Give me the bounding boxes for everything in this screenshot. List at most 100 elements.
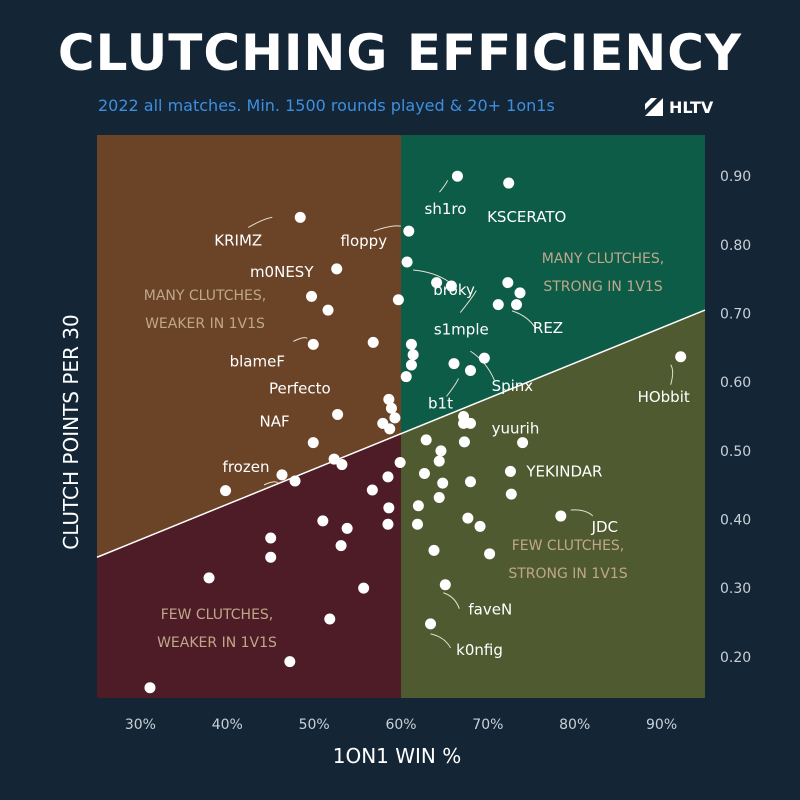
point-label: k0nfig [456, 641, 503, 659]
data-point [367, 336, 379, 348]
y-tick-label: 0.60 [720, 375, 751, 391]
data-point [412, 500, 424, 512]
data-point [307, 338, 319, 350]
quadrant-bottom-right [401, 310, 705, 698]
data-point [324, 613, 336, 625]
data-point [445, 280, 457, 292]
x-tick-label: 90% [646, 717, 677, 733]
point-label: KSCERATO [487, 208, 566, 226]
hltv-logo-text: HLTV [669, 97, 714, 117]
chart-subtitle: 2022 all matches. Min. 1500 rounds playe… [98, 96, 555, 115]
data-point [478, 352, 490, 364]
label-arrow [373, 225, 401, 232]
data-point [384, 423, 396, 435]
data-point [403, 225, 415, 237]
x-axis-ticks: 30% 40% 50% 60% 70% 80% 90% [125, 717, 677, 733]
data-point [328, 453, 340, 465]
point-label: NAF [260, 412, 290, 430]
data-point [401, 256, 413, 268]
data-point [220, 485, 232, 497]
quadrant-top-left [97, 135, 401, 558]
point-label: yuurih [492, 419, 540, 437]
data-point [405, 359, 417, 371]
data-point [382, 471, 394, 483]
data-point [503, 177, 515, 189]
data-point [294, 211, 306, 223]
x-tick-label: 80% [559, 717, 590, 733]
y-tick-label: 0.50 [720, 444, 751, 460]
quadrant-backgrounds [97, 135, 705, 698]
quadrant-label-top-left: MANY CLUTCHES, [144, 288, 266, 304]
quadrant-label-bottom-left: FEW CLUTCHES, [161, 607, 274, 623]
point-label: Spinx [492, 377, 534, 395]
data-point [675, 351, 687, 363]
data-point [336, 459, 348, 471]
data-point [418, 467, 430, 479]
x-tick-label: 70% [472, 717, 503, 733]
data-point [492, 299, 504, 311]
quadrant-labels: MANY CLUTCHES, STRONG IN 1V1S MANY CLUTCHE… [144, 251, 664, 651]
point-label: YEKINDAR [525, 462, 602, 480]
data-point [433, 455, 445, 467]
label-arrow [263, 481, 279, 486]
quadrant-top-right [401, 135, 705, 434]
point-label: Perfecto [269, 379, 331, 397]
x-tick-label: 50% [299, 717, 330, 733]
data-point [265, 551, 277, 563]
data-point [502, 277, 514, 289]
data-point [517, 437, 529, 449]
data-point [412, 518, 424, 530]
point-label: b1t [428, 394, 453, 412]
y-tick-label: 0.40 [720, 512, 751, 528]
data-point [420, 434, 432, 446]
label-arrow [293, 337, 308, 342]
data-point [439, 579, 451, 591]
x-tick-label: 40% [212, 717, 243, 733]
y-tick-label: 0.80 [720, 238, 751, 254]
label-arrow [459, 290, 477, 313]
y-tick-label: 0.20 [720, 650, 751, 666]
point-label: sh1ro [425, 200, 467, 218]
data-point [464, 364, 476, 376]
point-label: REZ [533, 319, 563, 337]
data-point [555, 510, 567, 522]
data-point [505, 488, 517, 500]
point-label: JDC [591, 518, 618, 536]
label-arrow [248, 216, 273, 228]
data-point [458, 436, 470, 448]
point-label: HObbit [638, 388, 690, 406]
quadrant-label-top-right: MANY CLUTCHES, [542, 251, 664, 267]
data-point [425, 618, 437, 630]
data-point [514, 287, 526, 299]
data-point [335, 540, 347, 552]
point-label: frozen [223, 458, 270, 476]
data-point [433, 492, 445, 504]
data-points [144, 170, 687, 694]
label-arrow [439, 180, 448, 193]
quadrant-label-bottom-left: WEAKER IN 1V1S [157, 635, 277, 651]
data-point [276, 469, 288, 481]
data-point [474, 520, 486, 532]
data-point [504, 465, 516, 477]
label-arrow [430, 633, 451, 649]
x-tick-label: 60% [385, 717, 416, 733]
label-arrow [413, 269, 450, 283]
point-label: KRIMZ [214, 231, 262, 249]
data-point [366, 484, 378, 496]
data-point [265, 532, 277, 544]
quadrant-label-top-right: STRONG IN 1V1S [543, 279, 662, 295]
quadrant-bottom-left [97, 433, 401, 698]
data-point [289, 475, 301, 487]
trend-line [96, 309, 706, 558]
data-point [317, 515, 329, 527]
data-point [382, 518, 394, 530]
label-arrows [248, 180, 674, 649]
data-point [437, 477, 449, 489]
data-point [358, 582, 370, 594]
label-arrow [443, 592, 460, 609]
y-tick-label: 0.70 [720, 307, 751, 323]
data-point [431, 277, 443, 289]
point-label: blameF [230, 352, 285, 370]
quadrant-label-top-left: WEAKER IN 1V1S [145, 316, 265, 332]
